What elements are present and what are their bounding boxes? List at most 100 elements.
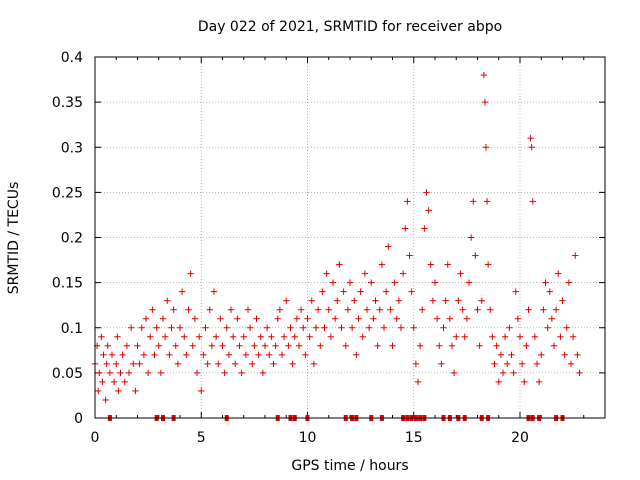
data-point [516,333,524,340]
data-point [323,270,330,277]
data-point [372,297,379,304]
data-point [459,306,466,313]
data-point [125,369,133,377]
data-point [569,333,577,340]
data-point [370,315,377,322]
data-point [397,324,405,331]
data-point [487,306,494,313]
grid [95,57,605,418]
data-point [229,333,237,340]
data-point [259,369,267,377]
data-point [484,261,492,268]
data-point [455,297,462,304]
data-point [465,279,473,286]
data-point [208,342,216,349]
y-tick-label: 0.3 [61,140,83,156]
data-point [272,342,279,349]
data-point [525,306,532,313]
data-point [389,342,396,349]
data-point [225,351,233,359]
data-point [448,342,456,349]
data-point [168,324,175,331]
data-point [283,297,290,304]
data-point [444,261,451,268]
data-point [276,306,284,313]
y-axis-ticks: 0 0.05 0.1 0.15 0.2 0.25 0.3 0.35 0.4 [52,50,605,427]
data-point [376,306,383,313]
data-point [110,378,118,386]
data-point [359,333,366,340]
data-point [325,306,332,313]
data-point [510,369,517,377]
data-point [402,225,409,232]
data-point [574,351,581,359]
data-point [408,288,415,295]
y-tick-label: 0.1 [61,321,83,337]
data-point [140,351,148,359]
x-tick-label: 15 [405,430,423,446]
x-tick-label: 10 [299,430,317,446]
data-point [559,297,566,304]
chart-title: Day 022 of 2021, SRMTID for receiver abp… [198,19,502,35]
data-point [295,342,303,349]
data-point [470,198,477,205]
data-point [170,306,177,313]
data-point [164,297,171,304]
data-point [238,369,245,377]
data-point [557,333,564,340]
data-point [249,360,256,368]
data-point [113,360,120,368]
data-point [540,306,547,313]
data-point [246,324,254,331]
data-point [304,315,311,322]
data-point [195,333,203,340]
data-point [142,315,150,322]
data-point [472,252,479,259]
data-point [416,342,424,349]
data-point [404,198,411,205]
data-point [212,333,220,340]
data-point [280,333,288,340]
data-point [533,360,541,368]
data-point [185,306,192,313]
data-point [181,333,188,340]
data-point [119,351,126,359]
data-point [361,270,369,277]
data-point [232,360,239,368]
data-point [368,279,375,286]
data-point [321,324,328,331]
data-point [306,333,313,340]
data-point [183,351,190,359]
data-point [217,315,224,322]
data-point [289,360,296,368]
data-point [127,324,135,331]
data-point [200,351,207,359]
data-point [355,315,362,322]
data-point [346,279,354,286]
data-point [387,306,394,313]
data-point [117,369,124,377]
data-point [421,225,428,232]
data-point [476,342,483,349]
data-point [178,288,186,295]
data-point [378,261,386,268]
data-point [518,360,526,368]
data-point [291,333,298,340]
data-point [385,243,392,250]
data-point [96,369,103,377]
data-point [244,306,252,313]
data-point [136,360,143,368]
data-point [193,369,201,377]
data-point [406,252,413,259]
data-point [480,71,488,79]
data-point [176,324,184,331]
data-point [467,234,475,241]
data-point [493,342,500,349]
data-point [242,351,250,359]
data-point [114,333,121,340]
data-point [293,315,301,322]
data-point [130,360,137,368]
data-point [234,315,241,322]
data-point [147,333,154,340]
data-point [223,324,230,331]
